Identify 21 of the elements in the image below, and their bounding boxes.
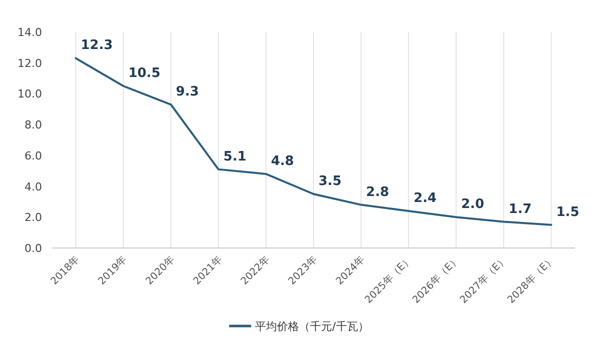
y-tick-label: 2.0 — [24, 211, 42, 224]
y-tick-label: 10.0 — [18, 88, 42, 101]
data-label: 4.8 — [270, 154, 294, 169]
line-series — [74, 57, 552, 226]
y-tick-label: 6.0 — [24, 149, 42, 162]
data-label: 3.5 — [318, 174, 342, 189]
data-label: 12.3 — [80, 38, 113, 54]
data-label: 10.5 — [128, 66, 160, 81]
legend-label: 平均价格（千元/千瓦） — [255, 320, 369, 333]
data-label: 1.7 — [508, 202, 532, 217]
data-label: 2.4 — [414, 190, 437, 206]
data-label: 5.1 — [223, 149, 246, 164]
y-tick-label: 14.0 — [18, 26, 42, 39]
data-label: 2.8 — [366, 184, 390, 200]
y-tick-label: 8.0 — [24, 118, 42, 132]
data-label: 2.0 — [461, 197, 484, 212]
data-label: 9.3 — [176, 84, 199, 100]
y-tick-label: 4.0 — [24, 180, 42, 194]
data-label: 1.5 — [556, 204, 580, 220]
y-tick-label: 0.0 — [24, 242, 42, 255]
y-tick-label: 12.0 — [18, 56, 42, 70]
